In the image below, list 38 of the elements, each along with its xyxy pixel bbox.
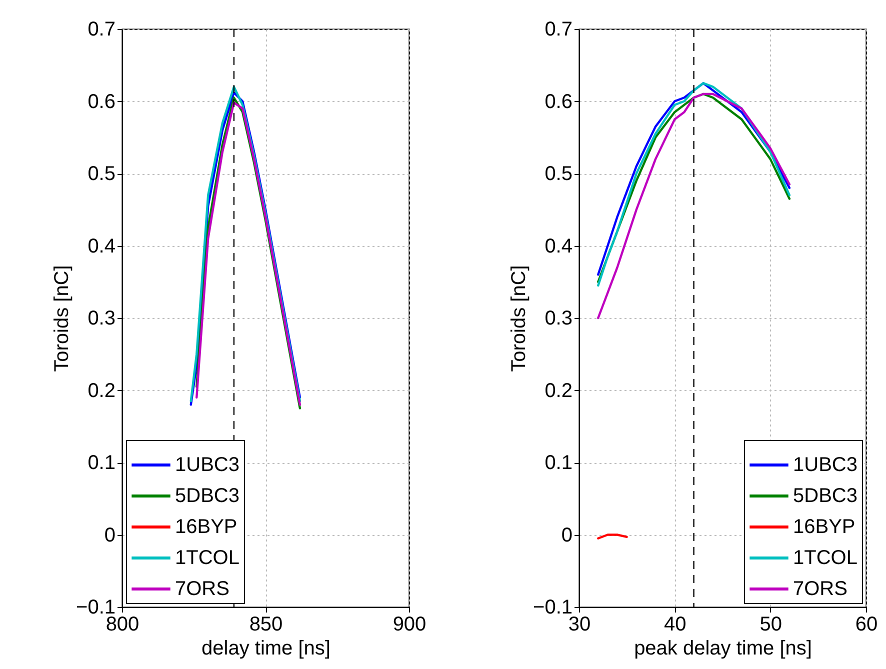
legend-label: 16BYP [793,516,856,538]
y-tick-label: 0.5 [88,163,116,185]
legend-label: 1TCOL [175,547,240,569]
legend-label: 5DBC3 [175,485,240,507]
y-tick-label: 0.3 [88,308,116,330]
x-tick-label: 800 [106,614,140,636]
y-tick-label: 0.4 [88,235,116,258]
legend-label: 1UBC3 [175,454,240,476]
legend-label: 1UBC3 [793,454,858,476]
y-tick-label: 0.2 [544,380,572,402]
x-tick-label: 40 [664,614,686,636]
x-tick-label: 60 [855,614,878,636]
y-tick-label: 0.2 [88,380,116,402]
x-tick-label: 900 [392,614,426,636]
x-axis-title: delay time [ns] [202,638,330,660]
y-tick-label: 0.7 [544,18,572,40]
legend-label: 7ORS [175,578,230,600]
legend-label: 5DBC3 [793,485,858,507]
y-tick-label: 0 [561,524,572,546]
legend-label: 16BYP [175,516,238,538]
y-tick-label: 0.1 [544,452,572,474]
x-tick-label: 50 [760,614,782,636]
legend-label: 1TCOL [793,547,858,569]
y-tick-label: 0.6 [88,90,116,113]
y-tick-label: 0.3 [544,308,572,330]
line-series [597,92,791,320]
y-tick-label: 0.6 [544,90,572,113]
y-tick-label: 0 [104,524,116,546]
y-tick-label: 0.7 [88,18,116,40]
x-tick-label: 30 [568,614,591,636]
y-tick-label: 0.4 [544,235,572,258]
y-axis-title: Toroids [nC] [508,265,530,372]
x-axis-title: peak delay time [ns] [634,638,812,660]
y-axis-title: Toroids [nC] [51,265,74,372]
legend-label: 7ORS [793,578,848,600]
y-tick-label: 0.1 [88,452,116,474]
y-tick-label: 0.5 [544,163,572,185]
x-tick-label: 850 [249,614,283,636]
